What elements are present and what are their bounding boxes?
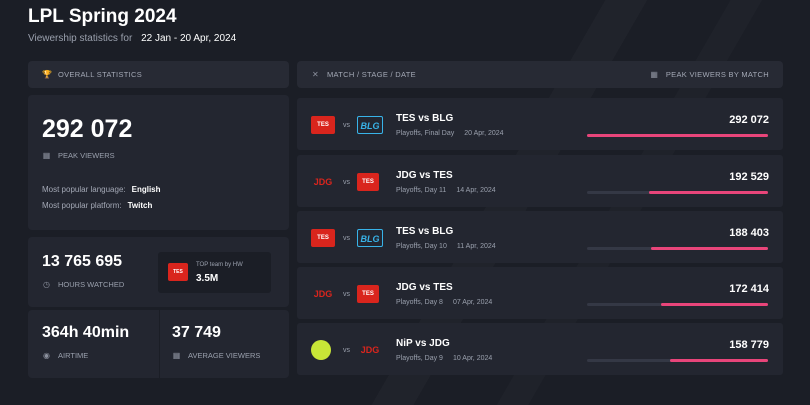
hours-watched-label: HOURS WATCHED bbox=[58, 280, 125, 289]
overall-stats-header: 🏆 OVERALL STATISTICS bbox=[28, 61, 289, 88]
match-date: 11 Apr, 2024 bbox=[456, 243, 496, 250]
stage-text: Playoffs, Day 8 bbox=[396, 299, 443, 306]
viewers-bar bbox=[587, 359, 768, 362]
page-subtitle: Viewership statistics for 22 Jan - 20 Ap… bbox=[28, 33, 236, 44]
viewers-bar bbox=[587, 247, 768, 250]
broadcast-icon: ◉ bbox=[43, 351, 50, 360]
team1-logo: TES bbox=[311, 229, 335, 247]
hours-watched-value: 13 765 695 bbox=[42, 253, 123, 270]
matches-heading-right: PEAK VIEWERS BY MATCH bbox=[665, 70, 769, 79]
viewers-bar bbox=[587, 303, 768, 306]
match-viewers: 292 072 bbox=[729, 114, 769, 126]
overall-stats-heading: OVERALL STATISTICS bbox=[58, 70, 143, 79]
peak-viewers-value: 292 072 bbox=[42, 115, 133, 143]
match-title: NiP vs JDG bbox=[396, 338, 450, 349]
match-stage: Playoffs, Day 10 11 Apr, 2024 bbox=[396, 243, 496, 250]
team1-logo: JDG bbox=[313, 289, 333, 299]
stage-text: Playoffs, Day 9 bbox=[396, 355, 443, 362]
viewers-bar-fill bbox=[587, 134, 768, 137]
team2-logo: BLG bbox=[357, 229, 383, 247]
airtime-value: 364h 40min bbox=[42, 324, 130, 341]
vs-label: vs bbox=[343, 235, 350, 242]
match-row[interactable]: TES vs BLG TES vs BLG Playoffs, Final Da… bbox=[297, 98, 783, 150]
match-viewers: 172 414 bbox=[729, 283, 769, 295]
match-stage: Playoffs, Day 8 07 Apr, 2024 bbox=[396, 299, 492, 306]
match-stage: Playoffs, Day 11 14 Apr, 2024 bbox=[396, 187, 496, 194]
match-row[interactable]: JDG vs TES JDG vs TES Playoffs, Day 8 07 … bbox=[297, 267, 783, 319]
hours-watched-label-wrap: ◷ HOURS WATCHED bbox=[42, 280, 124, 289]
team2-logo: JDG bbox=[360, 345, 380, 355]
match-row[interactable]: JDG vs TES JDG vs TES Playoffs, Day 11 14… bbox=[297, 155, 783, 207]
top-team-logo: TES bbox=[168, 263, 188, 281]
match-title: JDG vs TES bbox=[396, 282, 453, 293]
page-title: LPL Spring 2024 bbox=[28, 6, 177, 27]
peak-viewers-panel: 292 072 ▦ PEAK VIEWERS Most popular lang… bbox=[28, 95, 289, 230]
language-value: English bbox=[131, 185, 161, 194]
viewers-bar-fill bbox=[661, 303, 768, 306]
matches-header-right: ▦ PEAK VIEWERS BY MATCH bbox=[650, 70, 769, 79]
platform-value: Twitch bbox=[127, 201, 153, 210]
stage-text: Playoffs, Day 11 bbox=[396, 187, 447, 194]
match-viewers: 158 779 bbox=[729, 339, 769, 351]
divider bbox=[159, 310, 160, 378]
match-row[interactable]: TES vs BLG TES vs BLG Playoffs, Day 10 11… bbox=[297, 211, 783, 263]
match-date: 20 Apr, 2024 bbox=[464, 130, 504, 137]
team2-logo: TES bbox=[357, 173, 379, 191]
match-viewers: 188 403 bbox=[729, 227, 769, 239]
viewers-bar-fill bbox=[648, 191, 768, 194]
match-stage: Playoffs, Day 9 10 Apr, 2024 bbox=[396, 355, 492, 362]
team2-logo: TES bbox=[357, 285, 379, 303]
match-date: 10 Apr, 2024 bbox=[452, 355, 493, 362]
team1-logo bbox=[311, 340, 331, 360]
team2-logo: BLG bbox=[357, 116, 383, 134]
match-title: JDG vs TES bbox=[396, 170, 453, 181]
chart-icon: ▦ bbox=[650, 70, 659, 79]
vs-label: vs bbox=[343, 122, 350, 129]
match-row[interactable]: vs JDG NiP vs JDG Playoffs, Day 9 10 Apr,… bbox=[297, 323, 783, 375]
stage-text: Playoffs, Day 10 bbox=[396, 243, 447, 250]
date-range: 22 Jan - 20 Apr, 2024 bbox=[141, 33, 237, 44]
swords-icon: ✕ bbox=[311, 70, 319, 79]
avg-viewers-label-wrap: ▦ AVERAGE VIEWERS bbox=[172, 351, 261, 360]
chart-icon: ▦ bbox=[172, 351, 181, 360]
clock-icon: ◷ bbox=[43, 280, 50, 289]
matches-header: ✕ MATCH / STAGE / DATE ▦ PEAK VIEWERS BY… bbox=[297, 61, 783, 88]
platform-label: Most popular platform: bbox=[42, 201, 122, 210]
matches-heading-left: MATCH / STAGE / DATE bbox=[327, 70, 416, 79]
popular-language: Most popular language: English bbox=[42, 185, 161, 194]
top-team-label: TOP team by HW bbox=[196, 262, 243, 268]
airtime-panel: 364h 40min ◉ AIRTIME 37 749 ▦ AVERAGE VI… bbox=[28, 310, 289, 378]
viewers-bar-fill bbox=[669, 359, 768, 362]
peak-viewers-label-wrap: ▦ PEAK VIEWERS bbox=[42, 151, 115, 160]
team1-logo: JDG bbox=[313, 177, 333, 187]
chart-icon: ▦ bbox=[42, 151, 51, 160]
viewers-bar-fill bbox=[651, 247, 768, 250]
language-label: Most popular language: bbox=[42, 185, 126, 194]
match-date: 07 Apr, 2024 bbox=[452, 299, 493, 306]
popular-platform: Most popular platform: Twitch bbox=[42, 201, 152, 210]
matches-header-left: ✕ MATCH / STAGE / DATE bbox=[311, 70, 416, 79]
airtime-label: AIRTIME bbox=[58, 351, 89, 360]
peak-viewers-label: PEAK VIEWERS bbox=[58, 151, 115, 160]
match-date: 14 Apr, 2024 bbox=[456, 187, 496, 194]
stage-text: Playoffs, Final Day bbox=[396, 130, 455, 137]
airtime-label-wrap: ◉ AIRTIME bbox=[42, 351, 88, 360]
vs-label: vs bbox=[343, 291, 350, 298]
viewers-bar bbox=[587, 134, 768, 137]
match-title: TES vs BLG bbox=[396, 226, 454, 237]
vs-label: vs bbox=[343, 179, 350, 186]
top-team-value: 3.5M bbox=[196, 273, 219, 284]
team1-logo: TES bbox=[311, 116, 335, 134]
trophy-icon: 🏆 bbox=[42, 70, 53, 79]
match-viewers: 192 529 bbox=[729, 171, 769, 183]
avg-viewers-label: AVERAGE VIEWERS bbox=[188, 351, 261, 360]
top-team-card: TES TOP team by HW 3.5M bbox=[158, 252, 271, 293]
viewers-bar bbox=[587, 191, 768, 194]
match-stage: Playoffs, Final Day 20 Apr, 2024 bbox=[396, 130, 504, 137]
match-title: TES vs BLG bbox=[396, 113, 454, 124]
hours-watched-panel: 13 765 695 ◷ HOURS WATCHED TES TOP team … bbox=[28, 237, 289, 307]
vs-label: vs bbox=[343, 347, 350, 354]
subtitle-prefix: Viewership statistics for bbox=[28, 33, 133, 44]
avg-viewers-value: 37 749 bbox=[172, 324, 221, 341]
